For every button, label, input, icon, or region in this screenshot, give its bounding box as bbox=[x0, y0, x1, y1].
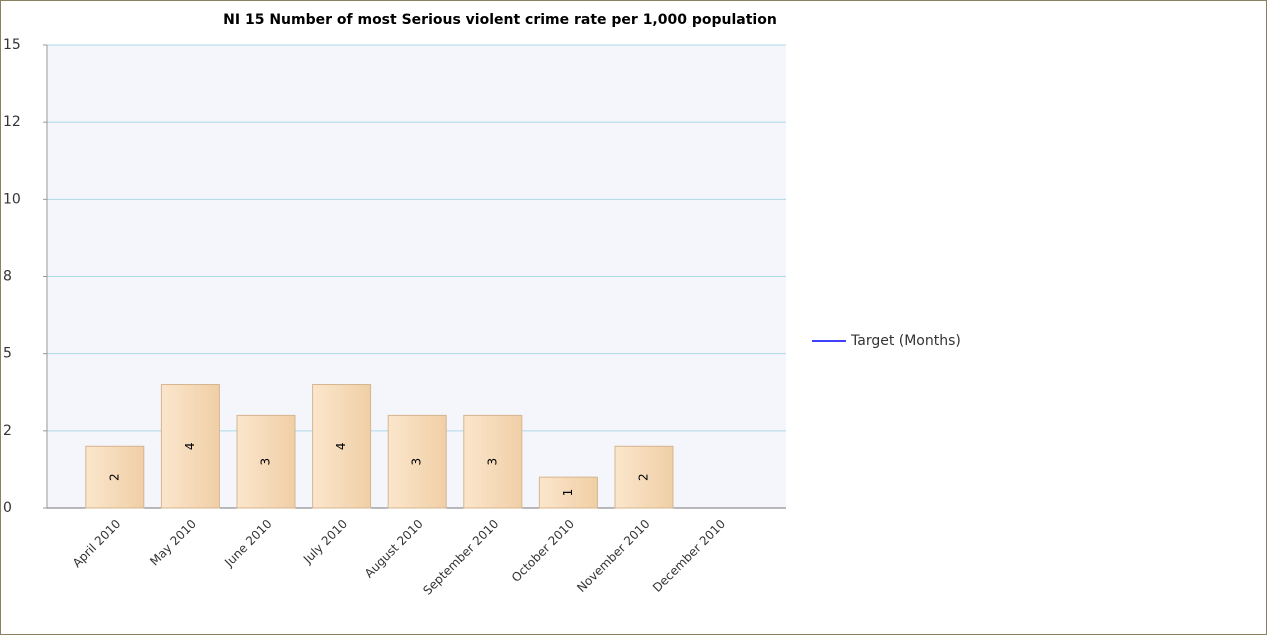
bar bbox=[160, 384, 220, 509]
bar bbox=[312, 384, 372, 509]
y-tick-label: 12 bbox=[3, 114, 21, 130]
data-label: 3 bbox=[410, 458, 424, 466]
data-label: 1 bbox=[561, 489, 575, 497]
y-tick-label: 2 bbox=[3, 423, 12, 439]
bar bbox=[463, 414, 523, 509]
y-tick-label: 0 bbox=[3, 500, 12, 516]
data-label: 3 bbox=[259, 458, 273, 466]
data-label: 4 bbox=[334, 442, 348, 450]
bar bbox=[236, 414, 296, 509]
y-tick-label: 10 bbox=[3, 191, 21, 207]
legend-label: Target (Months) bbox=[850, 333, 961, 349]
data-label: 2 bbox=[637, 473, 651, 481]
y-tick-label: 8 bbox=[3, 269, 12, 285]
bar bbox=[614, 445, 674, 509]
bar bbox=[538, 476, 598, 509]
y-tick-label: 15 bbox=[3, 37, 21, 53]
chart-title: NI 15 Number of most Serious violent cri… bbox=[223, 12, 777, 28]
bar bbox=[85, 445, 145, 509]
data-label: 4 bbox=[183, 442, 197, 450]
y-tick-label: 5 bbox=[3, 346, 12, 362]
bar bbox=[387, 414, 447, 509]
data-label: 3 bbox=[485, 458, 499, 466]
data-label: 2 bbox=[107, 473, 121, 481]
